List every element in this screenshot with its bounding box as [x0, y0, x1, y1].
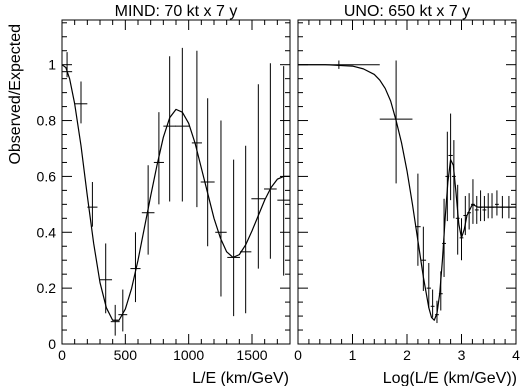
data-point-uno: [420, 226, 427, 291]
data-point-mind: [99, 243, 113, 314]
plot-layer-mind: 0 500 1000 1500 0 0.2 0.4 0.6 0.8 1: [37, 20, 291, 363]
x-tick-label-mind: 0: [58, 347, 66, 363]
x-tick-label-uno: 0: [294, 347, 302, 363]
x-tick-label-uno: 2: [403, 347, 411, 363]
data-point-uno: [448, 113, 453, 201]
data-point-mind: [74, 81, 88, 124]
data-point-uno: [482, 195, 487, 222]
y-axis-label: Observed/Expected: [7, 24, 24, 165]
data-point-mind: [175, 47, 190, 202]
data-point-mind: [239, 145, 252, 314]
data-point-uno: [471, 179, 475, 224]
y-tick-label: 0.6: [37, 168, 57, 184]
y-tick-label: 0.4: [37, 224, 57, 240]
theory-curve-uno: [298, 64, 516, 321]
data-point-mind: [163, 56, 176, 202]
panel-title-uno: UNO: 650 kt x 7 y: [344, 3, 470, 20]
data-point-mind: [264, 63, 277, 259]
y-tick-label: 0: [48, 336, 56, 352]
data-point-uno: [459, 218, 464, 261]
data-point-mind: [277, 66, 290, 276]
x-tick-label-mind: 500: [114, 347, 138, 363]
data-point-mind: [251, 84, 266, 269]
data-point-mind: [191, 50, 202, 208]
x-tick-label-mind: 1500: [236, 347, 267, 363]
data-point-mind: [118, 289, 128, 332]
y-tick-label: 0.2: [37, 280, 57, 296]
data-point-uno: [426, 263, 431, 308]
x-tick-label-uno: 1: [349, 347, 357, 363]
data-point-uno: [478, 190, 483, 222]
x-axis-label-uno: Log(L/E (km/GeV)): [383, 370, 517, 386]
data-point-uno: [430, 289, 435, 318]
plot-frame-uno: [297, 19, 517, 345]
data-point-mind: [227, 159, 240, 317]
data-point-mind: [215, 120, 227, 297]
x-axis-label-mind: L/E (km/GeV): [192, 370, 289, 386]
data-point-uno: [474, 195, 479, 224]
y-tick-label: 1: [48, 57, 56, 73]
x-tick-label-uno: 4: [512, 347, 520, 363]
x-tick-label-uno: 3: [458, 347, 466, 363]
data-point-uno: [495, 190, 499, 216]
plot-layer-uno: 0 1 2 3 4: [294, 20, 520, 363]
plot-frame-mind: [61, 19, 291, 345]
y-tick-label: 0.8: [37, 113, 57, 129]
theory-curve-mind: [61, 64, 290, 321]
data-point-uno: [490, 193, 494, 219]
data-point-mind: [200, 98, 215, 247]
data-point-mind: [130, 232, 141, 303]
panel-title-mind: MIND: 70 kt x 7 y: [115, 3, 238, 20]
data-point-uno: [486, 193, 491, 219]
x-tick-label-mind: 1000: [173, 347, 204, 363]
